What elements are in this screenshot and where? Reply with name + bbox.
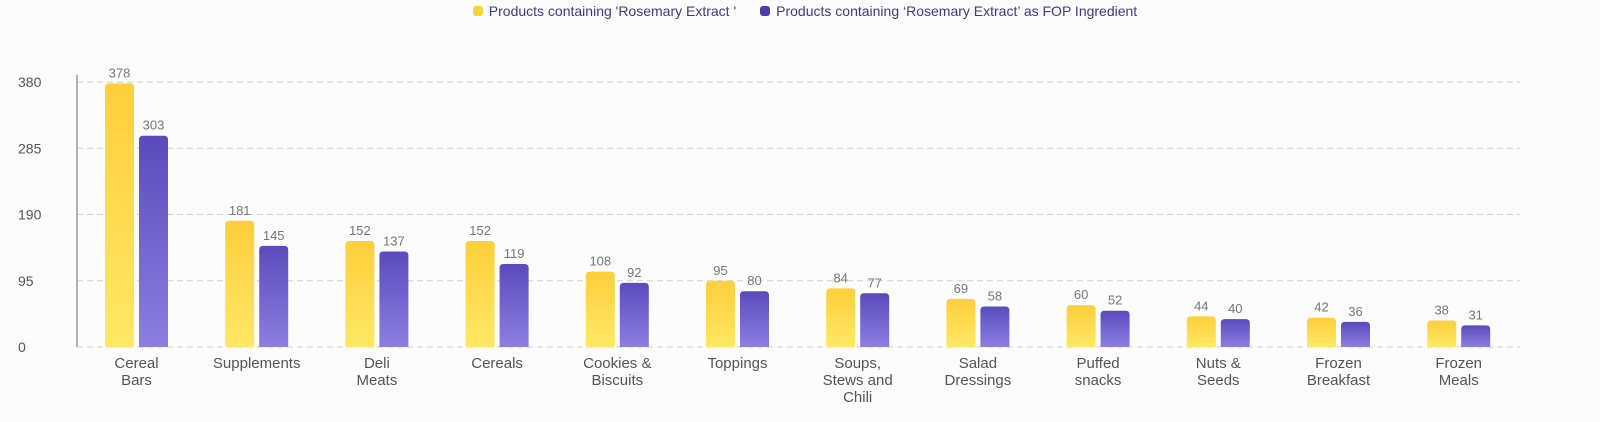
- data-label-series1: 44: [1194, 298, 1208, 313]
- x-category-label-line: Cookies &: [583, 355, 651, 372]
- data-label-series1: 378: [109, 65, 131, 80]
- x-category-label: Toppings: [707, 355, 767, 372]
- x-category-label-line: Soups,: [834, 355, 881, 372]
- bar-series2[interactable]: [259, 245, 289, 347]
- data-label-series2: 92: [627, 265, 641, 280]
- y-tick-label: 285: [18, 140, 42, 156]
- x-category-label-line: Chili: [843, 389, 872, 406]
- bar-series1[interactable]: [345, 241, 375, 347]
- x-category-label: Frozen Meals: [1435, 355, 1482, 389]
- bar-series2[interactable]: [379, 251, 409, 347]
- x-category-label-line: Biscuits: [591, 372, 643, 389]
- bars-layer: [105, 83, 1491, 348]
- bar-series1[interactable]: [225, 220, 255, 347]
- data-label-series2: 80: [747, 273, 761, 288]
- data-label-series1: 84: [833, 270, 847, 285]
- x-category-label: Frozen Breakfast: [1307, 355, 1371, 389]
- bar-series1[interactable]: [465, 241, 495, 347]
- x-category-label-line: Toppings: [707, 355, 767, 372]
- x-category-label-line: Salad: [959, 355, 997, 372]
- data-label-series2: 58: [988, 289, 1002, 304]
- x-category-label-line: Bars: [121, 372, 152, 389]
- x-category-label-line: Frozen: [1435, 355, 1482, 372]
- bar-series2[interactable]: [860, 293, 890, 347]
- data-label-series1: 95: [713, 263, 727, 278]
- x-category-label: Soups, Stews and Chili: [823, 355, 893, 406]
- data-label-series1: 42: [1314, 300, 1328, 315]
- data-label-series2: 36: [1348, 304, 1362, 319]
- x-category-label-line: Cereal: [114, 355, 158, 372]
- bar-series2[interactable]: [619, 282, 649, 347]
- data-label-series2: 119: [504, 246, 525, 261]
- x-category-label: Cookies & Biscuits: [583, 355, 651, 389]
- legend-item-series1[interactable]: Products containing 'Rosemary Extract ': [463, 3, 736, 19]
- data-label-series2: 77: [867, 275, 881, 290]
- x-category-label-line: Puffed: [1077, 355, 1120, 372]
- bar-series1[interactable]: [946, 298, 976, 347]
- bar-series2[interactable]: [1220, 319, 1250, 347]
- data-label-series2: 31: [1468, 307, 1482, 322]
- bar-series1[interactable]: [1427, 320, 1457, 348]
- x-category-label-line: Dressings: [945, 372, 1012, 389]
- bar-series1[interactable]: [826, 288, 856, 347]
- bar-series1[interactable]: [706, 280, 735, 347]
- legend-label-series2: Products containing ‘Rosemary Extract’ a…: [776, 3, 1138, 19]
- bar-series1[interactable]: [1066, 305, 1096, 347]
- labels-layer: 0 95 190 285 380 378 303 Cereal Bars 181 145 Supple…: [18, 65, 1483, 406]
- bar-series2[interactable]: [740, 291, 769, 347]
- legend-label-series1: Products containing 'Rosemary Extract ': [488, 3, 737, 19]
- x-category-label: Nuts & Seeds: [1196, 355, 1241, 389]
- data-label-series2: 137: [383, 233, 405, 248]
- data-label-series2: 52: [1108, 293, 1122, 308]
- grid-layer: [76, 75, 1520, 348]
- x-category-label-line: Deli: [364, 355, 390, 372]
- y-tick-label: 0: [18, 339, 26, 355]
- bar-series2[interactable]: [139, 135, 168, 347]
- x-category-label: Supplements: [213, 355, 301, 372]
- data-label-series1: 60: [1074, 287, 1088, 302]
- data-label-series1: 38: [1434, 303, 1448, 318]
- x-category-label: Cereals: [471, 355, 523, 372]
- x-category-label-line: snacks: [1075, 372, 1122, 389]
- x-category-label: Salad Dressings: [945, 355, 1012, 389]
- x-category-label: Deli Meats: [356, 355, 397, 389]
- data-label-series2: 145: [263, 228, 285, 243]
- y-tick-label: 380: [18, 74, 42, 90]
- x-category-label-line: Frozen: [1315, 355, 1362, 372]
- data-label-series1: 69: [954, 281, 968, 296]
- x-category-label-line: Meats: [356, 372, 397, 389]
- x-category-label-line: Breakfast: [1307, 372, 1371, 389]
- data-label-series1: 181: [229, 203, 251, 218]
- x-category-label: Puffed snacks: [1075, 355, 1122, 389]
- x-category-label-line: Meals: [1439, 372, 1479, 389]
- x-category-label-line: Supplements: [213, 355, 301, 372]
- x-category-label-line: Cereals: [471, 355, 523, 372]
- bar-series1[interactable]: [1186, 316, 1216, 347]
- y-tick-label: 190: [18, 207, 42, 223]
- bar-series2[interactable]: [1341, 321, 1370, 347]
- bar-series1[interactable]: [585, 271, 615, 347]
- x-category-label-line: Stews and: [823, 372, 893, 389]
- data-label-series1: 152: [469, 223, 491, 238]
- legend-swatch-series1: [472, 6, 483, 16]
- bar-series2[interactable]: [980, 306, 1010, 347]
- data-label-series2: 40: [1228, 301, 1242, 316]
- x-category-label-line: Nuts &: [1196, 355, 1241, 372]
- data-label-series1: 108: [589, 254, 611, 269]
- bar-series2[interactable]: [499, 264, 529, 347]
- y-tick-label: 95: [18, 273, 34, 289]
- legend: Products containing 'Rosemary Extract ' …: [0, 3, 1600, 19]
- bar-series1[interactable]: [105, 83, 134, 347]
- data-label-series2: 303: [143, 118, 165, 133]
- bar-series2[interactable]: [1461, 325, 1491, 347]
- x-category-label-line: Seeds: [1197, 372, 1240, 389]
- legend-item-series2[interactable]: Products containing ‘Rosemary Extract’ a…: [750, 3, 1137, 19]
- bar-series2[interactable]: [1100, 310, 1130, 347]
- legend-swatch-series2: [760, 6, 771, 16]
- data-label-series1: 152: [349, 223, 371, 238]
- x-category-label: Cereal Bars: [114, 355, 158, 389]
- bar-series1[interactable]: [1307, 317, 1336, 347]
